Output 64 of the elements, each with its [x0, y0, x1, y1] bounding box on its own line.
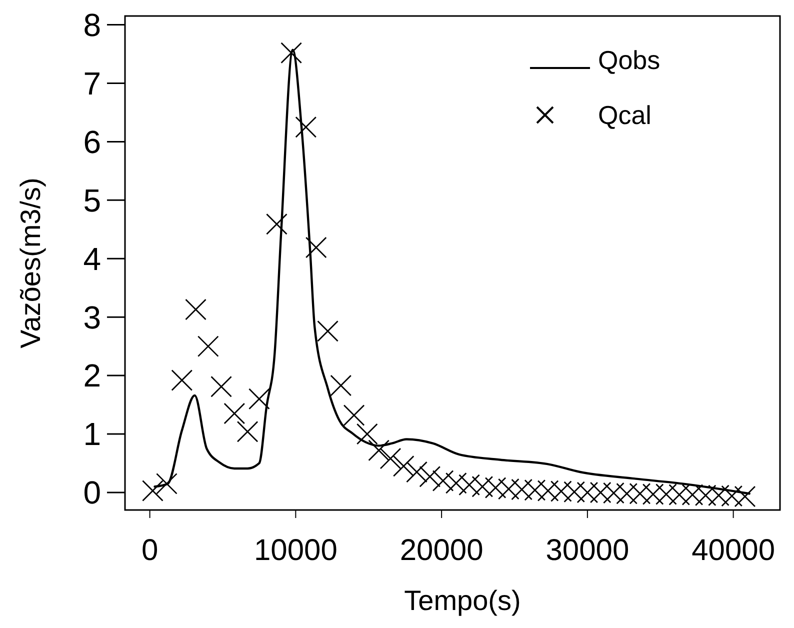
point	[156, 472, 178, 494]
point	[734, 486, 756, 508]
point	[629, 482, 651, 504]
point	[721, 485, 743, 507]
point	[330, 374, 352, 396]
point	[616, 482, 638, 504]
y-tick-label: 3	[83, 299, 101, 336]
x-tick-label: 0	[141, 534, 158, 567]
point	[305, 236, 327, 258]
point	[356, 423, 378, 445]
x-tick-label: 30000	[546, 534, 630, 567]
point	[317, 320, 338, 342]
point	[171, 370, 193, 391]
point	[185, 298, 206, 320]
y-tick-label: 4	[83, 240, 101, 277]
point	[524, 479, 546, 501]
point	[280, 42, 302, 64]
point	[380, 448, 402, 470]
point	[682, 484, 704, 506]
point	[642, 484, 664, 505]
x-tick-label: 10000	[254, 534, 338, 567]
point	[266, 213, 288, 235]
point	[511, 478, 532, 500]
point	[708, 484, 730, 506]
y-tick-label: 5	[83, 182, 101, 218]
legend-label: Qobs	[598, 45, 660, 76]
y-axis-title: Vazões(m3/s)	[15, 178, 46, 348]
point	[550, 480, 572, 502]
point	[498, 478, 520, 500]
point	[576, 482, 598, 504]
point	[406, 461, 428, 483]
point	[343, 404, 365, 426]
point	[484, 477, 506, 498]
point	[224, 402, 246, 424]
point	[368, 440, 390, 462]
point	[419, 466, 441, 488]
y-tick-label: 8	[83, 6, 101, 43]
legend-label: Qcal	[598, 100, 652, 130]
y-tick-label: 6	[83, 124, 101, 160]
point	[392, 455, 414, 477]
y-tick-label: 7	[83, 65, 101, 102]
x-tick-label: 20000	[400, 534, 484, 567]
point	[236, 420, 258, 442]
x-tick-label: 40000	[692, 534, 776, 567]
point	[656, 484, 677, 505]
y-tick-label: 2	[83, 358, 101, 394]
y-tick-label: 1	[83, 416, 101, 452]
point	[590, 482, 612, 504]
point	[142, 480, 164, 502]
point	[694, 484, 716, 506]
point	[537, 480, 559, 502]
point	[458, 474, 480, 496]
point	[602, 482, 624, 504]
point	[564, 481, 586, 503]
point	[432, 470, 454, 492]
point	[210, 376, 232, 398]
point	[295, 116, 317, 138]
point	[472, 476, 494, 498]
point	[668, 484, 690, 506]
point	[248, 388, 270, 410]
y-tick-label: 0	[83, 474, 101, 511]
point	[197, 336, 219, 358]
point	[445, 472, 467, 494]
x-axis-title: Tempo(s)	[404, 585, 521, 616]
